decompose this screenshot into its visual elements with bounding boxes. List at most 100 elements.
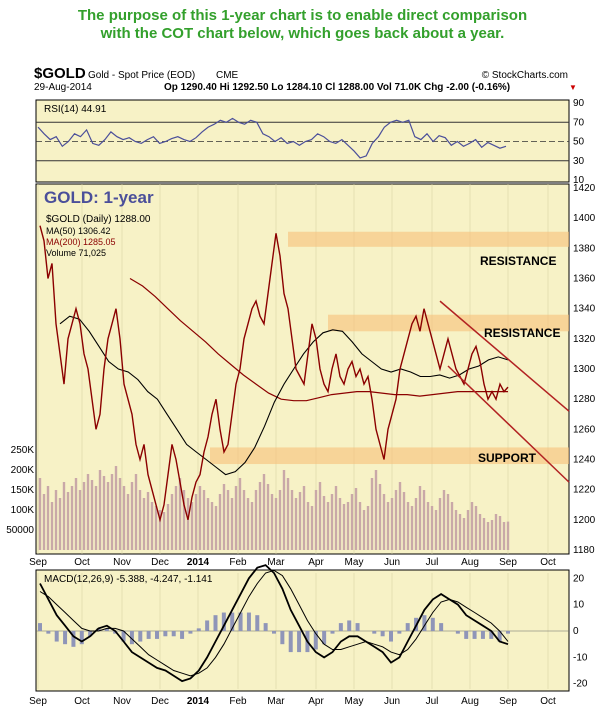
- rsi-tick-10: 10: [573, 175, 585, 186]
- volume-bar: [390, 498, 394, 550]
- volume-bar: [398, 482, 402, 550]
- macd-hist-bar: [230, 612, 235, 631]
- price-x-label: Feb: [229, 557, 247, 568]
- volume-bar: [394, 490, 398, 550]
- price-x-label: 2014: [187, 557, 210, 568]
- macd-hist-bar: [322, 631, 327, 645]
- macd-hist-bar: [46, 631, 51, 634]
- macd-x-label: Mar: [267, 696, 285, 707]
- macd-hist-bar: [104, 628, 109, 631]
- macd-hist-bar: [439, 623, 444, 631]
- volume-bar: [126, 494, 130, 550]
- volume-bar: [322, 496, 326, 550]
- macd-tick-10: 10: [573, 600, 585, 611]
- macd-x-label: Dec: [151, 696, 169, 707]
- volume-bar: [442, 490, 446, 550]
- macd-hist-bar: [297, 631, 302, 653]
- volume-bar: [138, 490, 142, 550]
- volume-bar: [94, 486, 98, 550]
- price-tick-1400: 1400: [573, 213, 596, 224]
- volume-bar: [266, 484, 270, 550]
- macd-hist-bar: [288, 631, 293, 653]
- macd-hist-bar: [280, 631, 285, 645]
- ma200-line: [129, 277, 508, 402]
- volume-bar: [474, 506, 478, 550]
- volume-bar: [486, 522, 490, 550]
- symbol-label: $GOLD: [34, 65, 86, 82]
- price-x-label: Dec: [151, 557, 169, 568]
- price-tick-1380: 1380: [573, 243, 596, 254]
- legend-volume: Volume 71,025: [46, 248, 106, 258]
- volume-bar: [106, 482, 110, 550]
- volume-bar: [494, 514, 498, 550]
- macd-tick-0: 0: [573, 626, 579, 637]
- volume-bar: [306, 502, 310, 550]
- macd-x-label: Oct: [540, 696, 556, 707]
- volume-bar: [438, 498, 442, 550]
- volume-bar: [294, 498, 298, 550]
- volume-bar: [298, 492, 302, 550]
- volume-bar: [406, 502, 410, 550]
- volume-bar: [66, 492, 70, 550]
- price-tick-1320: 1320: [573, 334, 596, 345]
- volume-bar: [90, 480, 94, 550]
- rsi-tick-50: 50: [573, 137, 585, 148]
- volume-bar: [402, 492, 406, 550]
- legend-price: $GOLD (Daily) 1288.00: [46, 214, 151, 225]
- volume-bar: [218, 494, 222, 550]
- rsi-title: RSI(14) 44.91: [44, 104, 107, 115]
- volume-tick: 100K: [11, 505, 35, 516]
- volume-bar: [146, 492, 150, 550]
- rsi-tick-70: 70: [573, 117, 585, 128]
- volume-bar: [350, 494, 354, 550]
- macd-hist-bar: [171, 631, 176, 637]
- volume-bar: [334, 486, 338, 550]
- volume-tick: 250K: [11, 445, 35, 456]
- volume-bar: [462, 518, 466, 550]
- volume-bar: [122, 486, 126, 550]
- ma50-line: [59, 315, 509, 476]
- volume-bar: [270, 494, 274, 550]
- volume-bar: [114, 466, 118, 550]
- volume-bar: [62, 482, 66, 550]
- volume-bar: [86, 474, 90, 550]
- macd-hist-bar: [196, 628, 201, 631]
- macd-x-label: Jul: [426, 696, 439, 707]
- price-x-label: Oct: [540, 557, 556, 568]
- volume-bar: [458, 514, 462, 550]
- macd-hist-bar: [221, 612, 226, 631]
- price-x-label: Aug: [461, 557, 479, 568]
- volume-bar: [498, 516, 502, 550]
- volume-bar: [70, 486, 74, 550]
- price-tick-1280: 1280: [573, 394, 596, 405]
- volume-bar: [418, 486, 422, 550]
- macd-hist-bar: [63, 631, 68, 645]
- support-band: [210, 447, 569, 465]
- price-line: [39, 225, 509, 523]
- macd-x-label: Sep: [499, 696, 517, 707]
- price-x-label: Nov: [113, 557, 131, 568]
- macd-line: [39, 564, 509, 683]
- volume-bar: [274, 498, 278, 550]
- volume-bar: [190, 502, 194, 550]
- macd-hist-bar: [330, 631, 335, 634]
- volume-bar: [166, 504, 170, 550]
- price-x-label: Sep: [29, 557, 47, 568]
- macd-hist-bar: [79, 631, 84, 645]
- price-x-label: May: [345, 557, 364, 568]
- caption-line-2: with the COT chart below, which goes bac…: [100, 25, 505, 42]
- volume-bar: [374, 470, 378, 550]
- macd-hist-bar: [54, 631, 59, 642]
- volume-bar: [174, 486, 178, 550]
- volume-bar: [410, 506, 414, 550]
- macd-layer: 20 10 0 -10 -20 Sep Oct Nov Dec 2014 Feb Mar Apr May J…: [29, 564, 588, 707]
- macd-hist-bar: [121, 631, 126, 642]
- volume-bar: [430, 506, 434, 550]
- volume-bar: [366, 506, 370, 550]
- volume-bar: [162, 512, 166, 550]
- volume-bar: [110, 474, 114, 550]
- trend-line-upper: [439, 300, 570, 412]
- volume-bar: [82, 482, 86, 550]
- resistance-label-2: RESISTANCE: [484, 326, 560, 340]
- volume-bar: [446, 494, 450, 550]
